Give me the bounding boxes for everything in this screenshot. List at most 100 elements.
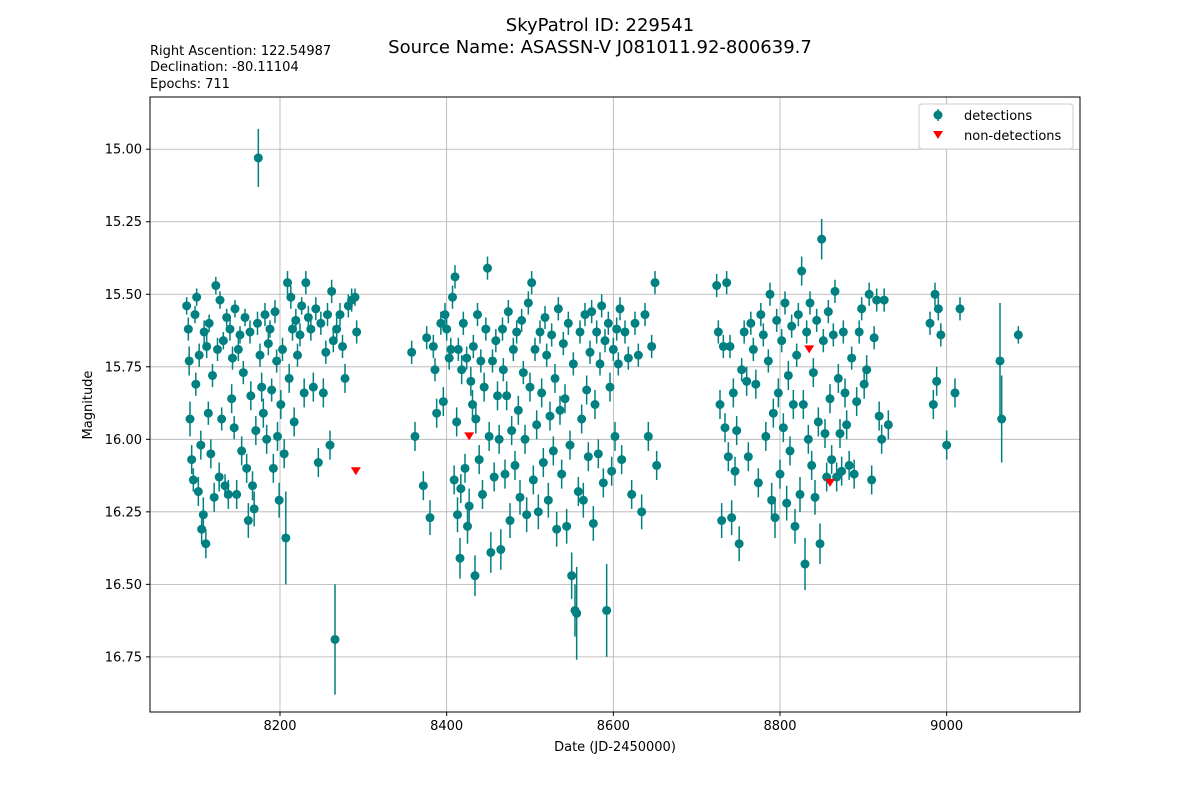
detection-point [455, 553, 465, 563]
detection-point [532, 420, 542, 430]
detection-point [293, 350, 302, 360]
detection-point [279, 449, 289, 459]
detection-point [520, 434, 530, 444]
y-tick-label: 15.25 [105, 215, 142, 230]
detection-point [542, 350, 552, 360]
detection-point [950, 388, 960, 398]
x-tick-label: 9000 [930, 719, 963, 734]
detection-point [265, 324, 275, 334]
detection-point [728, 388, 738, 398]
detection-point [600, 336, 610, 346]
detection-point [228, 353, 237, 363]
detection-point [425, 513, 435, 523]
detection-point [268, 463, 278, 473]
detection-point [187, 455, 197, 465]
y-axis: 15.00 15.25 15.50 15.75 16.00 16.25 16.50 16.75 [105, 143, 150, 665]
detection-point [538, 458, 548, 468]
detection-point [725, 341, 735, 351]
detection-point [299, 388, 309, 398]
detection-point [612, 324, 622, 334]
detection-point [852, 397, 862, 407]
detection-point [633, 350, 643, 360]
detection-point [753, 478, 763, 488]
detection-point [995, 356, 1005, 366]
legend: detections non-detections [918, 103, 1074, 150]
detection-point [761, 431, 771, 441]
detection-point [555, 405, 565, 415]
detection-point [932, 376, 942, 386]
detection-point [602, 605, 612, 615]
detection-point [488, 356, 497, 366]
detection-point [790, 521, 800, 531]
detection-point [739, 327, 749, 337]
detection-point [184, 356, 194, 366]
x-axis: 8200 8400 8600 8800 9000 [263, 712, 963, 734]
y-tick-label: 16.50 [105, 578, 142, 593]
detection-point [563, 318, 573, 328]
detection-point [617, 455, 627, 465]
y-tick-label: 15.50 [105, 288, 142, 303]
detection-point [484, 431, 494, 441]
detection-point [930, 289, 940, 299]
detection-point [802, 327, 812, 337]
detection-point [508, 344, 518, 354]
detection-point [436, 318, 446, 328]
detection-point [592, 327, 602, 337]
detection-point [743, 452, 753, 462]
detection-point [630, 318, 640, 328]
detection-point [798, 400, 808, 409]
detection-point [587, 307, 597, 317]
detection-point [812, 315, 822, 325]
detection-point [258, 408, 268, 418]
detection-point [274, 495, 284, 505]
detection-point [874, 411, 884, 421]
detection-point [444, 353, 454, 363]
detection-point [291, 315, 301, 325]
detection-point [468, 341, 478, 351]
detection-point [525, 382, 535, 392]
detection-point [512, 327, 522, 337]
detection-point [593, 449, 603, 459]
detection-point [598, 478, 608, 488]
detection-point [283, 278, 292, 288]
detection-point [196, 440, 206, 450]
non-detection-point [825, 478, 835, 487]
detection-point [605, 382, 615, 392]
detection-point [476, 356, 486, 366]
detection-point [227, 394, 237, 404]
detection-point [637, 507, 647, 517]
detection-point [872, 295, 882, 305]
detection-point [550, 373, 560, 383]
detection-point [498, 365, 508, 375]
detection-point [471, 414, 481, 424]
detection-point [209, 492, 219, 502]
legend-non-detections-marker [933, 131, 943, 139]
y-tick-label: 15.00 [105, 143, 142, 158]
detection-point [225, 324, 235, 334]
detection-point [528, 475, 538, 485]
detection-point [756, 310, 766, 320]
detection-point [440, 310, 450, 320]
detection-point [788, 400, 798, 409]
detection-point [770, 513, 780, 523]
detection-point [257, 382, 267, 392]
detection-point [783, 370, 793, 380]
legend-detections-label: detections [964, 109, 1032, 124]
detection-point [547, 330, 557, 340]
detection-point [513, 405, 523, 415]
detection-point [765, 289, 775, 299]
detection-point [578, 495, 588, 505]
detection-point [190, 310, 200, 320]
detection-point [273, 431, 282, 441]
detection-point [833, 373, 843, 383]
detection-point [240, 312, 250, 322]
detection-point [470, 571, 480, 581]
detection-point [713, 327, 723, 337]
detection-point [746, 318, 756, 328]
detection-point [330, 634, 340, 644]
detection-point [942, 440, 952, 450]
detection-point [883, 420, 893, 430]
detection-point [557, 469, 567, 479]
detection-point [243, 516, 253, 526]
